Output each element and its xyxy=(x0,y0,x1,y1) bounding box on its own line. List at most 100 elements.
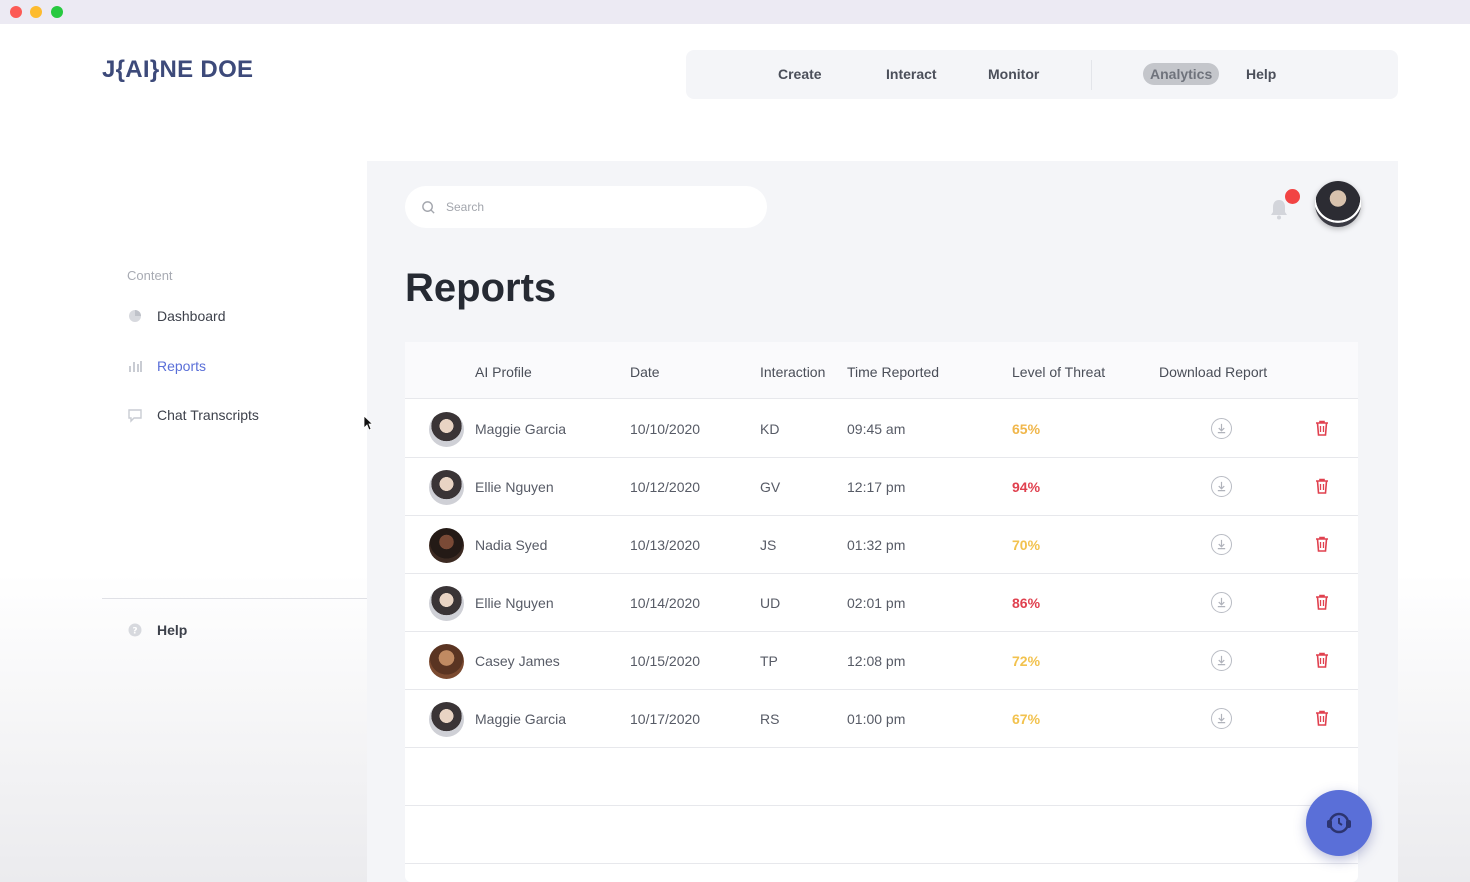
sidebar-item-label: Dashboard xyxy=(157,308,226,324)
sidebar-item-label: Reports xyxy=(157,358,207,374)
cell-time: 01:00 pm xyxy=(847,711,906,727)
nav-analytics[interactable]: Analytics xyxy=(1143,63,1220,85)
nav-create[interactable]: Create xyxy=(778,66,822,82)
sidebar-item-reports[interactable]: Reports xyxy=(127,358,206,374)
download-icon xyxy=(1217,713,1226,724)
mouse-cursor-icon xyxy=(363,415,373,431)
download-icon xyxy=(1217,423,1226,434)
column-header-interaction[interactable]: Interaction xyxy=(760,364,826,380)
nav-interact[interactable]: Interact xyxy=(886,66,937,82)
minimize-window-button[interactable] xyxy=(30,6,42,18)
delete-icon[interactable] xyxy=(1315,594,1329,610)
table-row[interactable]: Maggie Garcia 10/10/2020 KD 09:45 am 65% xyxy=(405,400,1358,458)
cell-profile: Maggie Garcia xyxy=(475,421,567,437)
delete-icon[interactable] xyxy=(1315,420,1329,436)
window-titlebar xyxy=(0,0,1470,24)
table-row[interactable]: Ellie Nguyen 10/14/2020 UD 02:01 pm 86% xyxy=(405,574,1358,632)
download-icon xyxy=(1217,539,1226,550)
profile-avatar xyxy=(429,412,464,447)
search-box[interactable] xyxy=(405,186,767,228)
cell-date: 10/13/2020 xyxy=(630,537,701,553)
close-window-button[interactable] xyxy=(10,6,22,18)
sidebar-item-help[interactable]: ? Help xyxy=(127,622,187,638)
download-report-button[interactable] xyxy=(1211,592,1232,613)
bar-chart-icon xyxy=(129,361,142,372)
page-title: Reports xyxy=(405,266,557,310)
cell-threat: 72% xyxy=(1012,653,1041,669)
nav-monitor[interactable]: Monitor xyxy=(988,66,1040,82)
notification-badge xyxy=(1285,189,1300,204)
cell-profile: Ellie Nguyen xyxy=(475,595,554,611)
sidebar-item-label: Help xyxy=(157,622,188,638)
table-header: AI Profile Date Interaction Time Reporte… xyxy=(405,342,1358,399)
help-circle-icon: ? xyxy=(128,623,142,637)
download-report-button[interactable] xyxy=(1211,708,1232,729)
table-row[interactable]: Maggie Garcia 10/17/2020 RS 01:00 pm 67% xyxy=(405,690,1358,748)
profile-avatar xyxy=(429,528,464,563)
download-report-button[interactable] xyxy=(1211,650,1232,671)
profile-avatar xyxy=(429,470,464,505)
cell-threat: 65% xyxy=(1012,421,1041,437)
cell-date: 10/15/2020 xyxy=(630,653,701,669)
cell-time: 02:01 pm xyxy=(847,595,906,611)
download-icon xyxy=(1217,597,1226,608)
support-chat-button[interactable] xyxy=(1306,790,1372,856)
column-header-download[interactable]: Download Report xyxy=(1159,364,1268,380)
top-navigation: Create Interact Monitor Analytics Help xyxy=(686,50,1398,99)
profile-avatar xyxy=(429,586,464,621)
sidebar-item-dashboard[interactable]: Dashboard xyxy=(127,308,226,324)
delete-icon[interactable] xyxy=(1315,652,1329,668)
empty-table-row xyxy=(405,748,1358,806)
cell-threat: 70% xyxy=(1012,537,1041,553)
brand-logo[interactable]: J{AI}NE DOE xyxy=(102,56,254,83)
table-row[interactable]: Nadia Syed 10/13/2020 JS 01:32 pm 70% xyxy=(405,516,1358,574)
cell-interaction: GV xyxy=(760,479,781,495)
download-icon xyxy=(1217,655,1226,666)
app-root: J{AI}NE DOE Create Interact Monitor Anal… xyxy=(0,24,1470,882)
cell-time: 12:08 pm xyxy=(847,653,906,669)
cell-interaction: JS xyxy=(760,537,777,553)
search-input[interactable] xyxy=(446,200,746,214)
cell-time: 09:45 am xyxy=(847,421,906,437)
delete-icon[interactable] xyxy=(1315,478,1329,494)
download-report-button[interactable] xyxy=(1211,476,1232,497)
maximize-window-button[interactable] xyxy=(51,6,63,18)
pie-chart-icon xyxy=(129,310,141,322)
search-icon xyxy=(422,200,435,214)
download-icon xyxy=(1217,481,1226,492)
cell-date: 10/12/2020 xyxy=(630,479,701,495)
profile-avatar xyxy=(429,644,464,679)
profile-avatar xyxy=(429,702,464,737)
cell-date: 10/10/2020 xyxy=(630,421,701,437)
column-header-time[interactable]: Time Reported xyxy=(847,364,940,380)
table-row[interactable]: Ellie Nguyen 10/12/2020 GV 12:17 pm 94% xyxy=(405,458,1358,516)
cell-profile: Nadia Syed xyxy=(475,537,548,553)
cell-interaction: KD xyxy=(760,421,780,437)
delete-icon[interactable] xyxy=(1315,536,1329,552)
cell-interaction: TP xyxy=(760,653,778,669)
column-header-threat[interactable]: Level of Threat xyxy=(1012,364,1106,380)
sidebar-item-label: Chat Transcripts xyxy=(157,407,259,423)
svg-text:?: ? xyxy=(132,627,137,637)
nav-help[interactable]: Help xyxy=(1246,66,1277,82)
cell-threat: 86% xyxy=(1012,595,1041,611)
cell-date: 10/14/2020 xyxy=(630,595,701,611)
chat-bubble-icon xyxy=(128,409,142,423)
sidebar-section-label: Content xyxy=(127,268,173,283)
bell-icon[interactable] xyxy=(1267,197,1291,221)
download-report-button[interactable] xyxy=(1211,534,1232,555)
cell-interaction: RS xyxy=(760,711,780,727)
cell-profile: Maggie Garcia xyxy=(475,711,567,727)
column-header-profile[interactable]: AI Profile xyxy=(475,364,532,380)
download-report-button[interactable] xyxy=(1211,418,1232,439)
column-header-date[interactable]: Date xyxy=(630,364,660,380)
cell-interaction: UD xyxy=(760,595,781,611)
table-row[interactable]: Casey James 10/15/2020 TP 12:08 pm 72% xyxy=(405,632,1358,690)
cell-date: 10/17/2020 xyxy=(630,711,701,727)
user-avatar[interactable] xyxy=(1315,181,1361,227)
sidebar-item-chat-transcripts[interactable]: Chat Transcripts xyxy=(127,407,259,423)
delete-icon[interactable] xyxy=(1315,710,1329,726)
headset-icon xyxy=(1327,812,1351,834)
cell-profile: Casey James xyxy=(475,653,560,669)
empty-table-row xyxy=(405,806,1358,864)
